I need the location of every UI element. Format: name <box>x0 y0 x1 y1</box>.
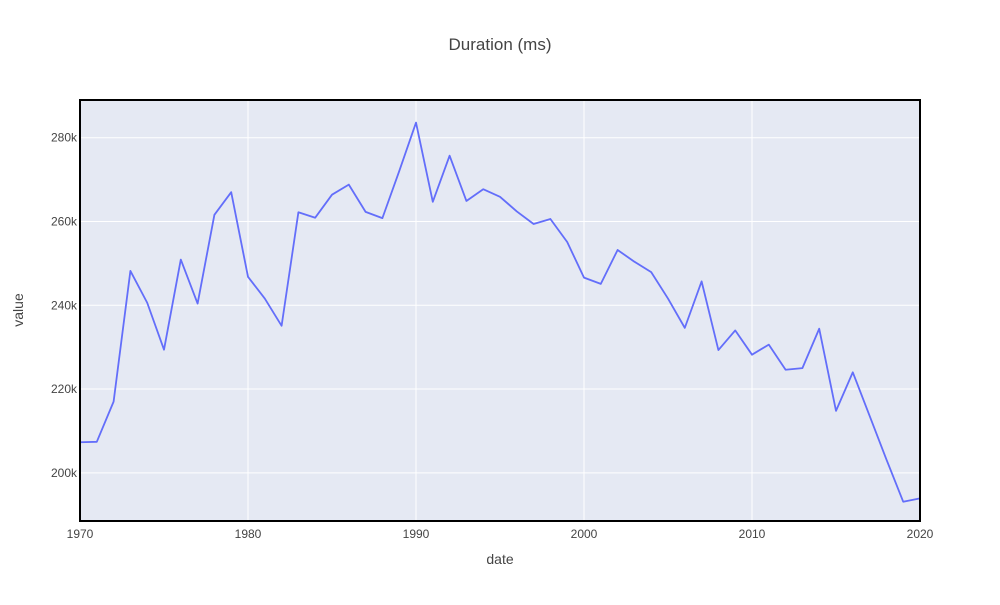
y-tick-label: 220k <box>51 382 78 396</box>
x-tick-label: 2000 <box>571 527 598 541</box>
y-axis-title: value <box>10 293 26 327</box>
y-tick-label: 240k <box>51 298 78 312</box>
plot-area <box>80 100 920 521</box>
x-tick-label: 1990 <box>403 527 430 541</box>
x-tick-label: 2010 <box>739 527 766 541</box>
chart-title: Duration (ms) <box>449 35 552 54</box>
x-tick-label: 1970 <box>67 527 94 541</box>
x-tick-label: 2020 <box>907 527 934 541</box>
y-tick-label: 280k <box>51 131 78 145</box>
x-axis-title: date <box>486 551 513 567</box>
x-tick-label: 1980 <box>235 527 262 541</box>
x-axis: 1970 1980 1990 2000 2010 2020 <box>67 527 934 541</box>
plot-frame <box>79 99 921 522</box>
grid-lines <box>80 100 920 521</box>
y-axis: 200k 220k 240k 260k 280k <box>51 131 78 480</box>
y-tick-label: 200k <box>51 466 78 480</box>
y-tick-label: 260k <box>51 214 78 228</box>
series-line <box>79 121 921 503</box>
series-layer <box>79 121 921 503</box>
